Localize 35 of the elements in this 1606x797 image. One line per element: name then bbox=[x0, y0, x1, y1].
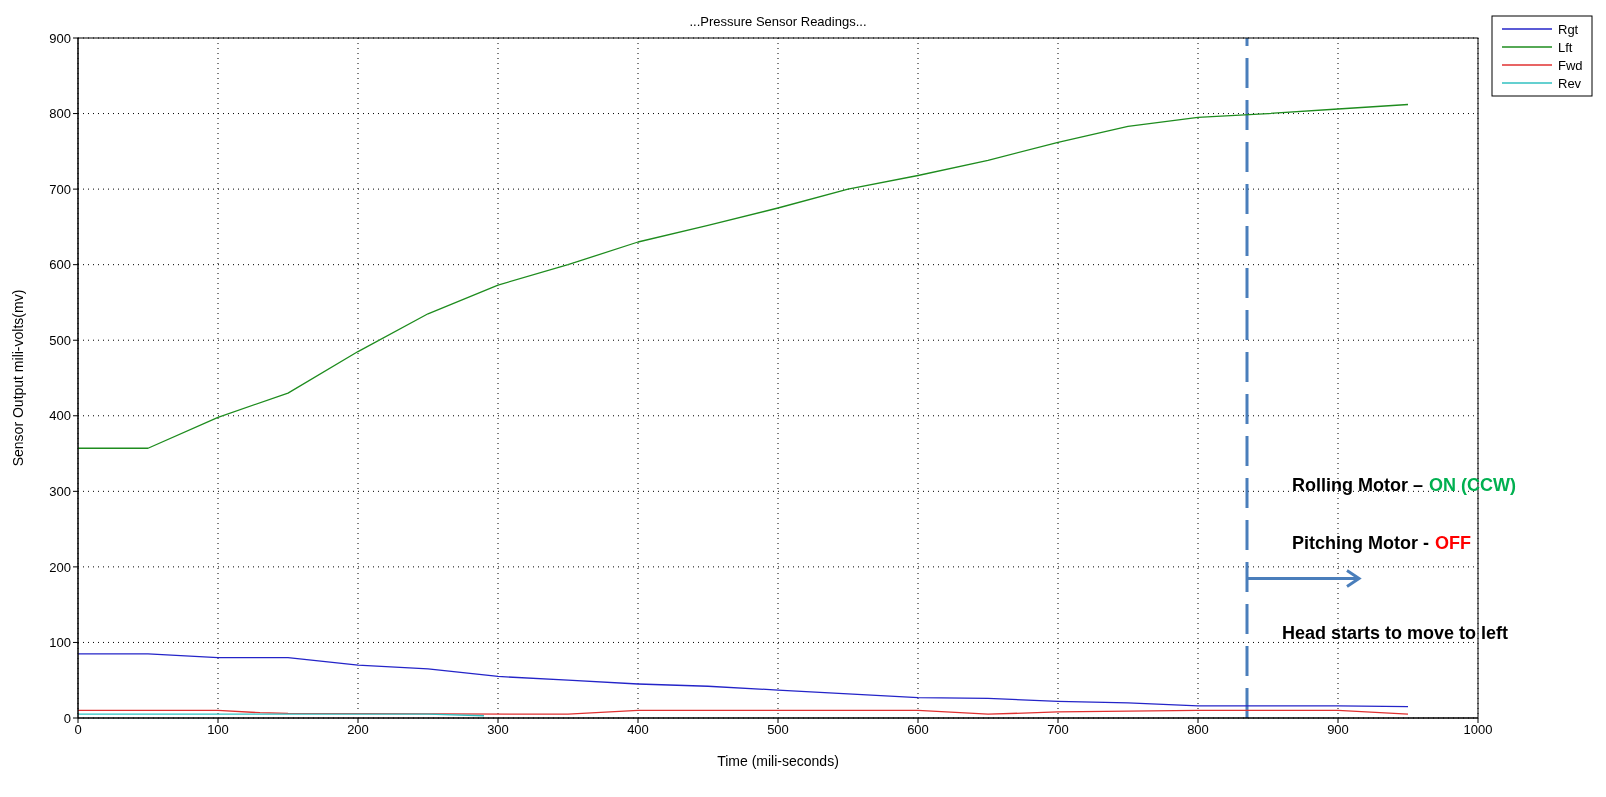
annotation: ON (CCW) bbox=[1428, 474, 1516, 495]
x-tick-label: 600 bbox=[907, 722, 929, 738]
line-series bbox=[78, 653, 1409, 708]
x-tick-label: 200 bbox=[347, 722, 369, 738]
x-tick-label: 0 bbox=[74, 722, 82, 738]
x-axis-title: Time (mili-seconds) bbox=[717, 753, 839, 769]
y-tick-label: 200 bbox=[49, 559, 71, 575]
y-tick-label: 300 bbox=[49, 483, 71, 499]
x-tick-label: 300 bbox=[487, 722, 509, 738]
y-tick-label: 500 bbox=[49, 332, 71, 348]
y-axis-title: Sensor Output mili-volts(mv) bbox=[9, 289, 26, 467]
x-tick-label: 400 bbox=[627, 722, 649, 738]
line-series bbox=[78, 103, 1409, 449]
legend-label: Rev bbox=[1558, 76, 1582, 91]
annotation: Rolling Motor – bbox=[1292, 474, 1423, 495]
legend-label: Fwd bbox=[1558, 58, 1583, 73]
y-tick-label: 800 bbox=[49, 106, 71, 122]
x-tick-label: 500 bbox=[767, 722, 789, 738]
x-tick-label: 100 bbox=[207, 722, 229, 738]
legend-label: Lft bbox=[1558, 40, 1573, 55]
y-tick-label: 100 bbox=[49, 635, 71, 651]
annotation: OFF bbox=[1434, 532, 1471, 553]
x-tick-label: 1000 bbox=[1463, 722, 1493, 738]
x-tick-label: 900 bbox=[1327, 722, 1349, 738]
chart-title: ...Pressure Sensor Readings... bbox=[689, 14, 867, 29]
x-tick-label: 700 bbox=[1047, 722, 1069, 738]
y-tick-label: 600 bbox=[49, 257, 71, 273]
x-tick-label: 800 bbox=[1187, 722, 1209, 738]
annotation: Pitching Motor - bbox=[1292, 532, 1429, 553]
y-tick-label: 700 bbox=[49, 181, 71, 197]
y-tick-label: 400 bbox=[49, 408, 71, 424]
legend-label: Rgt bbox=[1558, 22, 1579, 37]
y-tick-label: 0 bbox=[63, 710, 71, 726]
y-tick-label: 900 bbox=[49, 30, 71, 46]
annotation: Head starts to move to left bbox=[1282, 622, 1509, 643]
